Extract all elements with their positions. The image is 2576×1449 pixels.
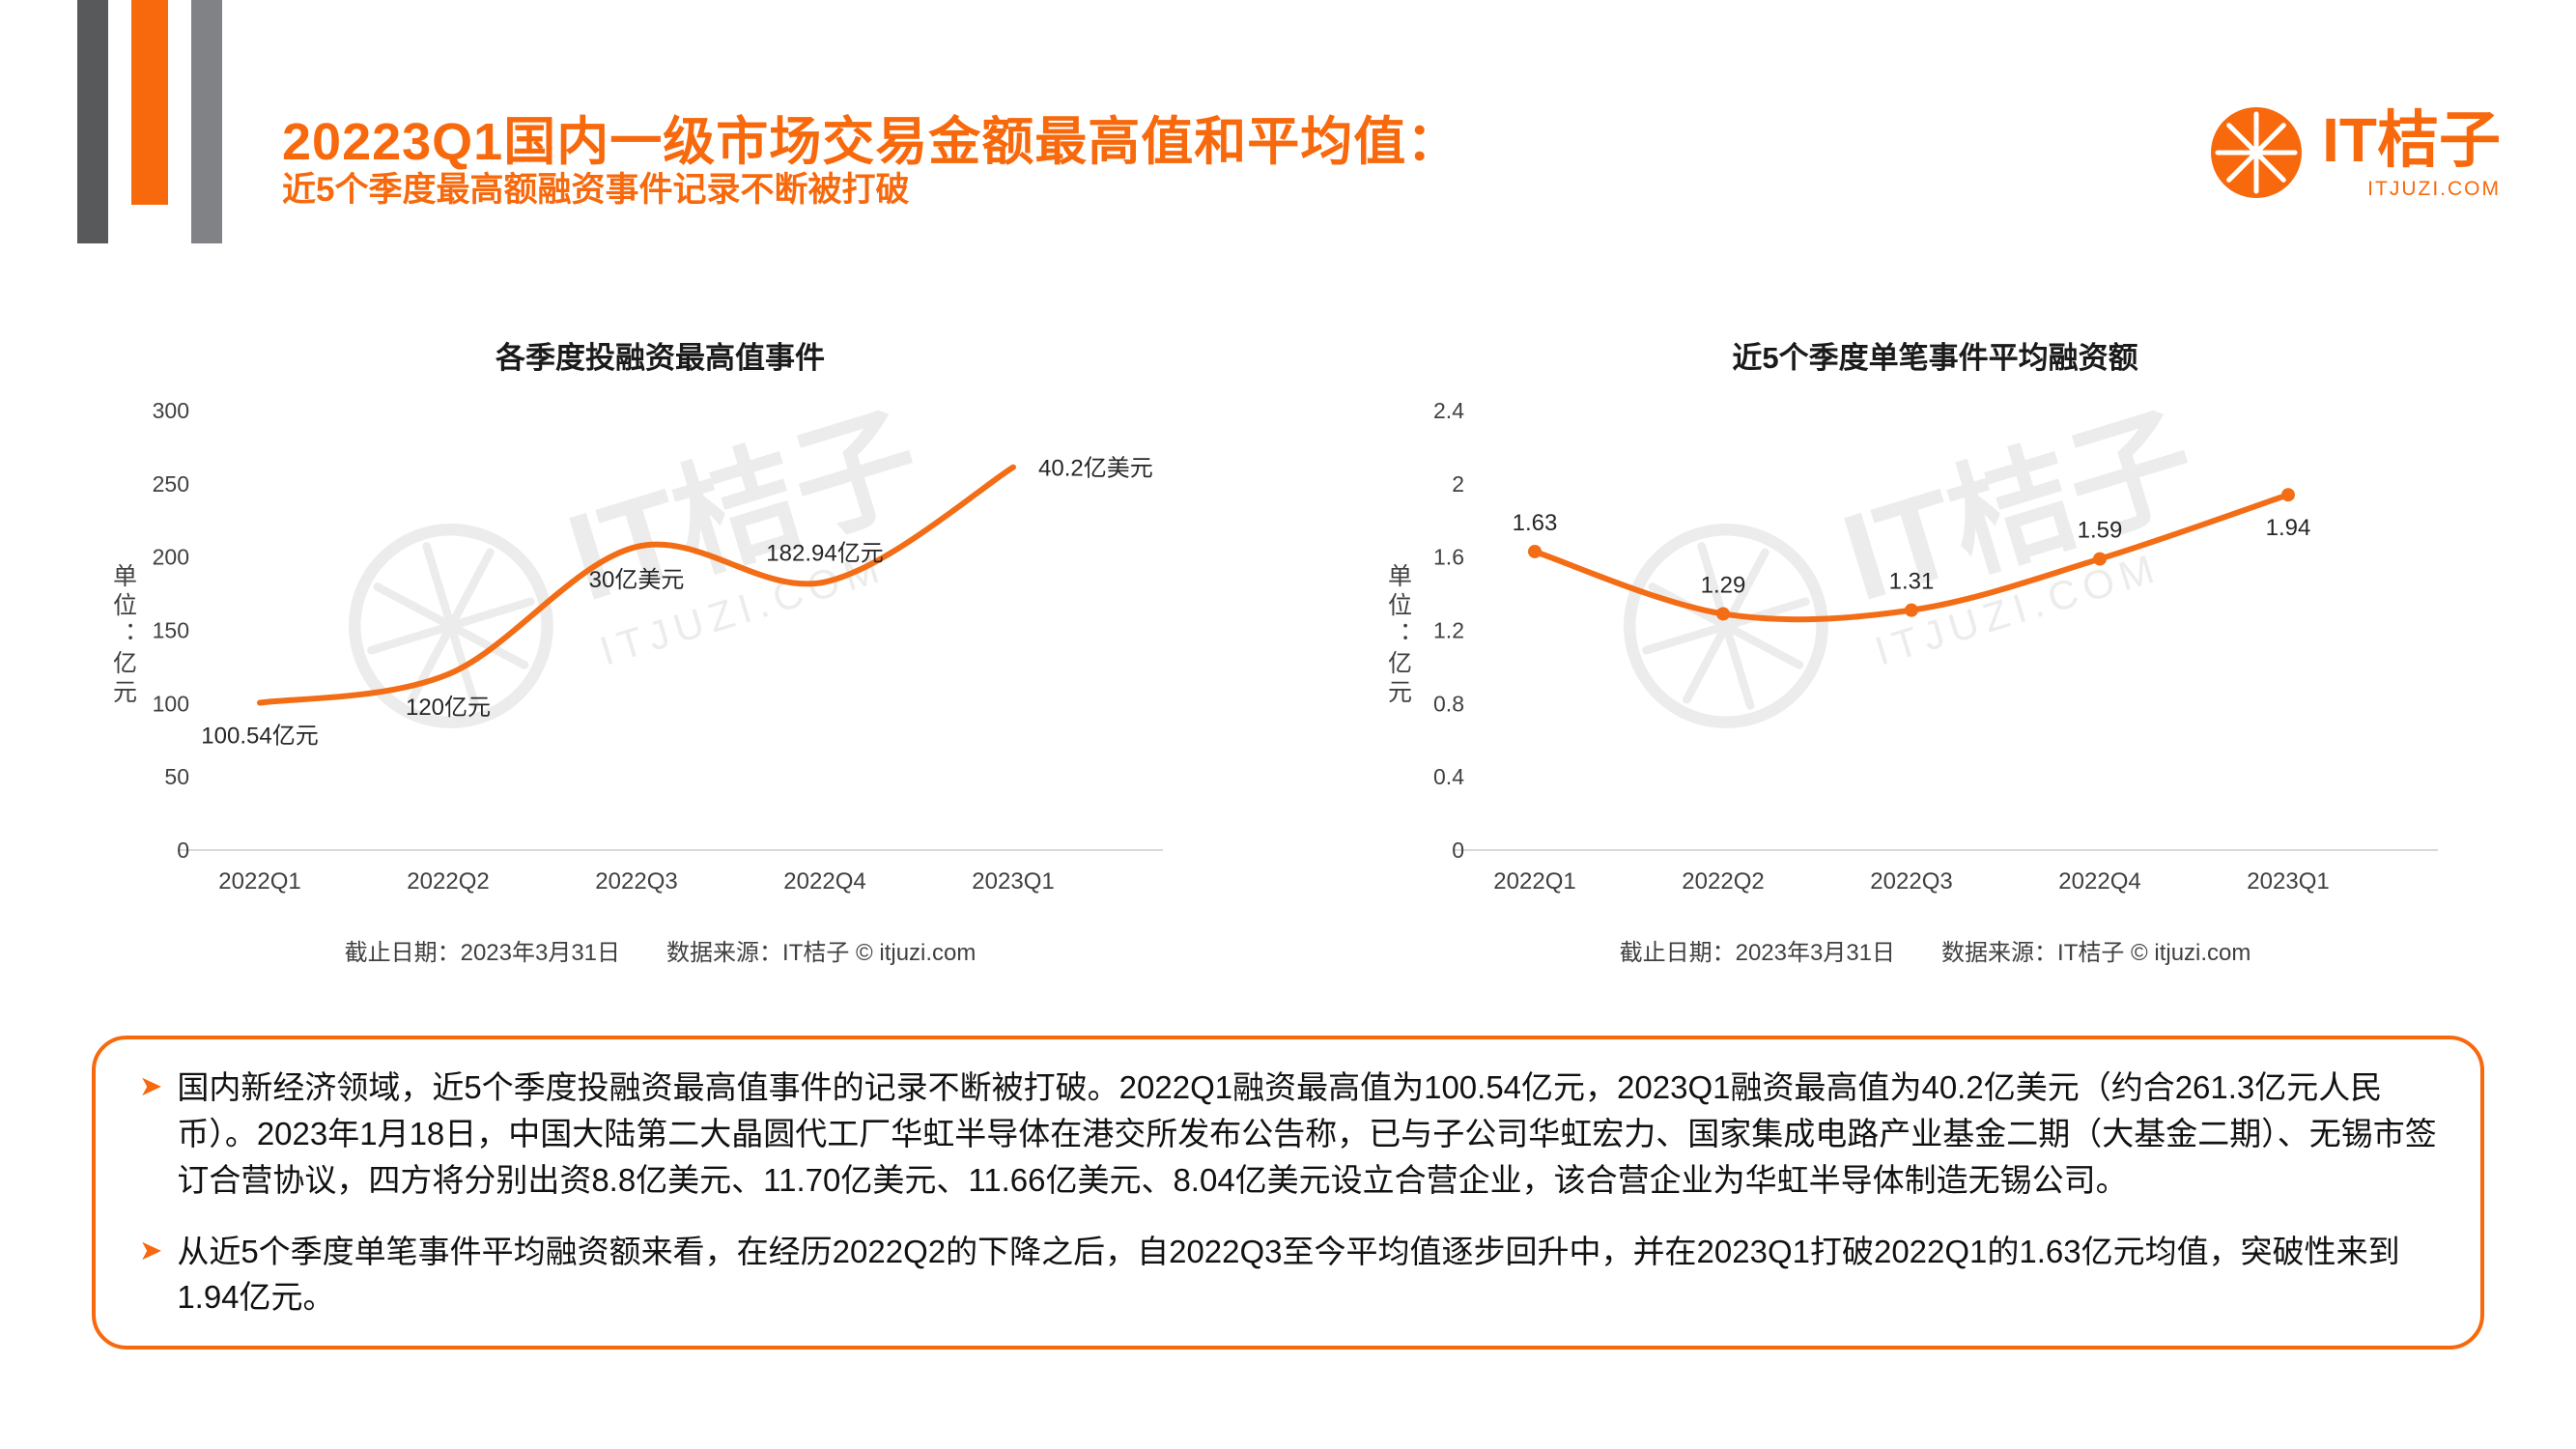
chart-caption: 截止日期：2023年3月31日 数据来源：IT桔子 © itjuzi.com — [1366, 933, 2505, 967]
page-subtitle: 近5个季度最高额融资事件记录不断被打破 — [282, 171, 910, 209]
x-tick-label: 2022Q4 — [783, 868, 865, 895]
caption-cutoff-date: 截止日期：2023年3月31日 — [344, 940, 621, 966]
chart-average-deal-value: IT桔子 ITJUZI.COM 近5个季度单笔事件平均融资额 单位：亿元 0 0.… — [1366, 333, 2505, 967]
y-tick-label: 2 — [1452, 471, 1464, 497]
chart-max-deal-value: IT桔子 ITJUZI.COM 各季度投融资最高值事件 单位：亿元 0 50 100… — [91, 333, 1231, 967]
series-line — [1531, 492, 2291, 623]
line-chart-canvas: 0 0.4 0.8 1.2 1.6 2 2.4 2022Q1 2022Q2 2022Q3 2022Q… — [1433, 398, 2438, 895]
y-tick-label: 2.4 — [1433, 398, 1464, 423]
point-label: 1.94 — [2265, 515, 2310, 541]
page-title: 20223Q1国内一级市场交易金额最高值和平均值： — [282, 113, 1460, 172]
y-tick-label: 1.2 — [1433, 618, 1464, 643]
caption-cutoff-date: 截止日期：2023年3月31日 — [1619, 940, 1896, 966]
data-point-marker — [2280, 488, 2295, 502]
point-label: 100.54亿元 — [201, 724, 318, 750]
note-text: 国内新经济领域，近5个季度投融资最高值事件的记录不断被打破。2022Q1融资最高… — [177, 1069, 2437, 1198]
orange-slice-icon — [2208, 104, 2305, 206]
data-point-marker — [1904, 603, 1918, 617]
point-label: 1.59 — [2077, 518, 2122, 544]
y-tick-label: 200 — [152, 545, 188, 570]
x-tick-label: 2022Q1 — [218, 868, 300, 895]
x-tick-label: 2022Q3 — [1870, 868, 1952, 895]
y-tick-label: 1.6 — [1433, 545, 1464, 570]
charts-row: IT桔子 ITJUZI.COM 各季度投融资最高值事件 单位：亿元 0 50 100… — [48, 333, 2547, 967]
arrow-bullet-icon: ➤ — [139, 1071, 163, 1102]
y-tick-label: 250 — [152, 471, 188, 497]
x-tick-label: 2022Q4 — [2058, 868, 2140, 895]
x-tick-label: 2022Q2 — [407, 868, 489, 895]
y-tick-label: 0.8 — [1433, 691, 1464, 716]
brand-logo: IT桔子 ITJUZI.COM — [2208, 104, 2501, 206]
data-point-marker — [1715, 607, 1730, 621]
note-item: ➤ 国内新经济领域，近5个季度投融资最高值事件的记录不断被打破。2022Q1融资… — [139, 1065, 2437, 1204]
y-tick-label: 100 — [152, 691, 188, 716]
caption-data-source: 数据来源：IT桔子 © itjuzi.com — [666, 940, 977, 966]
point-label: 120亿元 — [405, 695, 490, 721]
y-tick-label: 0 — [177, 838, 189, 863]
y-tick-label: 50 — [164, 764, 189, 789]
chart-caption: 截止日期：2023年3月31日 数据来源：IT桔子 © itjuzi.com — [91, 933, 1231, 967]
point-label: 30亿美元 — [588, 567, 684, 593]
notes-box: ➤ 国内新经济领域，近5个季度投融资最高值事件的记录不断被打破。2022Q1融资… — [92, 1036, 2484, 1350]
y-tick-label: 150 — [152, 618, 188, 643]
chart-title: 近5个季度单笔事件平均融资额 — [1732, 341, 2138, 375]
point-label: 1.63 — [1512, 510, 1557, 536]
point-label: 182.94亿元 — [766, 541, 883, 567]
point-label: 40.2亿美元 — [1038, 456, 1153, 482]
decorative-bar-gray — [191, 0, 222, 243]
arrow-bullet-icon: ➤ — [139, 1235, 163, 1266]
data-point-marker — [2092, 552, 2107, 566]
y-axis-label: 单位：亿元 — [109, 563, 137, 708]
data-point-marker — [1527, 544, 1542, 558]
note-item: ➤ 从近5个季度单笔事件平均融资额来看，在经历2022Q2的下降之后，自2022… — [139, 1229, 2437, 1321]
brand-name: IT桔子 — [2322, 105, 2501, 175]
decorative-bar-orange — [131, 0, 168, 205]
line-chart-canvas: 0 50 100 150 200 250 300 2022Q1 2022Q2 2022Q3 2022… — [152, 398, 1163, 895]
note-text: 从近5个季度单笔事件平均融资额来看，在经历2022Q2的下降之后，自2022Q3… — [177, 1233, 2400, 1316]
decorative-bar-dark — [77, 0, 108, 243]
point-label: 1.29 — [1700, 572, 1745, 598]
x-tick-label: 2023Q1 — [2247, 868, 2329, 895]
caption-data-source: 数据来源：IT桔子 © itjuzi.com — [1941, 940, 2251, 966]
y-tick-label: 300 — [152, 398, 188, 423]
x-tick-label: 2022Q2 — [1682, 868, 1764, 895]
x-tick-label: 2023Q1 — [972, 868, 1054, 895]
y-axis-label: 单位：亿元 — [1384, 563, 1412, 708]
x-tick-label: 2022Q3 — [595, 868, 677, 895]
chart-title: 各季度投融资最高值事件 — [495, 341, 825, 375]
x-tick-label: 2022Q1 — [1493, 868, 1575, 895]
brand-domain: ITJUZI.COM — [2367, 178, 2501, 200]
y-tick-label: 0 — [1452, 838, 1464, 863]
point-label: 1.31 — [1888, 569, 1934, 595]
y-tick-label: 0.4 — [1433, 764, 1464, 789]
